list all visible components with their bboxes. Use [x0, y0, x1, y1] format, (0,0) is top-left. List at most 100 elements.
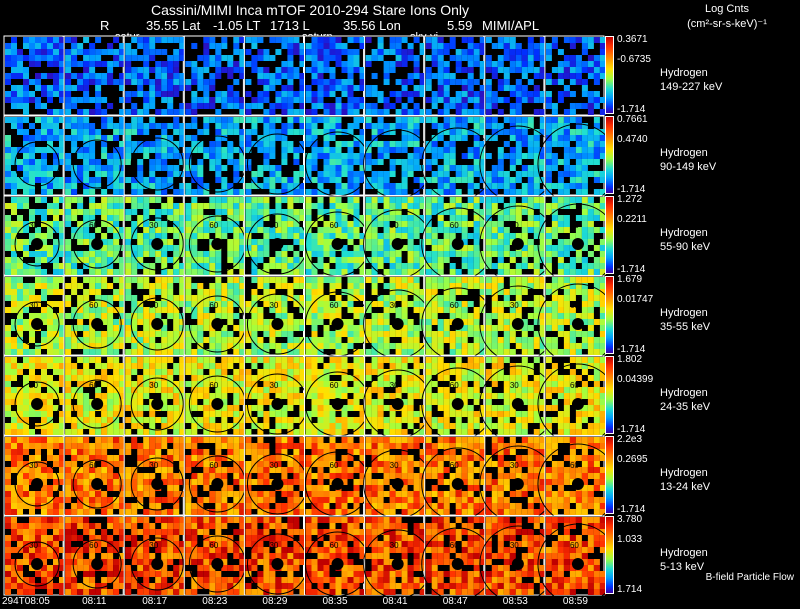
heatmap-cell — [287, 343, 294, 349]
heatmap-cell — [125, 277, 132, 283]
heatmap-cell — [401, 55, 408, 61]
heatmap-cell — [329, 153, 336, 159]
heatmap-cell — [107, 263, 114, 269]
heatmap-cell — [167, 97, 174, 103]
heatmap-cell — [239, 141, 246, 147]
heatmap-cell — [299, 375, 306, 381]
heatmap-cell — [275, 387, 282, 393]
heatmap-cell — [329, 387, 336, 393]
heatmap-cell — [425, 239, 432, 245]
heatmap-cell — [347, 203, 354, 209]
heatmap-cell — [473, 49, 480, 55]
heatmap-cell — [143, 209, 150, 215]
heatmap-cell — [401, 301, 408, 307]
heatmap-cell — [431, 55, 438, 61]
heatmap-cell — [461, 263, 468, 269]
heatmap-cell — [47, 319, 53, 325]
heatmap-cell — [353, 357, 360, 363]
heatmap-cell — [581, 135, 588, 141]
heatmap-cell — [239, 349, 246, 355]
heatmap-cell — [533, 43, 540, 49]
heatmap-cell — [185, 159, 192, 165]
heatmap-cell — [593, 209, 600, 215]
heatmap-cell — [53, 183, 59, 189]
heatmap-cell — [323, 393, 330, 399]
heatmap-cell — [371, 129, 378, 135]
heatmap-cell — [143, 405, 150, 411]
heatmap-cell — [383, 251, 390, 257]
heatmap-cell — [323, 277, 330, 283]
heatmap-cell — [449, 215, 456, 221]
heatmap-cell — [593, 141, 600, 147]
heatmap-cell — [227, 239, 234, 245]
heatmap-cell — [527, 215, 534, 221]
heatmap-cell — [131, 423, 138, 429]
heatmap-cell — [521, 203, 528, 209]
heatmap-cell — [317, 375, 324, 381]
heatmap-cell — [185, 245, 192, 251]
heatmap-cell — [479, 189, 486, 195]
heatmap-cell — [425, 117, 432, 123]
heatmap-cell — [23, 251, 29, 257]
heatmap-cell — [407, 109, 414, 115]
heatmap-cell — [113, 129, 120, 135]
heatmap-cell — [17, 123, 23, 129]
heatmap-cell — [569, 61, 576, 67]
heatmap-cell — [179, 239, 186, 245]
heatmap-cell — [35, 171, 41, 177]
heatmap-cell — [53, 117, 59, 123]
ephemeris-source: MIMI/APL — [482, 18, 540, 33]
heatmap-cell — [293, 381, 300, 387]
heatmap-cell — [305, 277, 312, 283]
heatmap-cell — [101, 343, 108, 349]
heatmap-cell — [179, 289, 186, 295]
heatmap-cell — [335, 357, 342, 363]
heatmap-cell — [515, 147, 522, 153]
heatmap-cell — [161, 301, 168, 307]
heatmap-cell — [239, 277, 246, 283]
heatmap-cell — [29, 429, 35, 435]
heatmap-cell — [311, 387, 318, 393]
heatmap-cell — [371, 337, 378, 343]
heatmap-cell — [29, 165, 35, 171]
heatmap-cell — [575, 227, 582, 233]
heatmap-cell — [131, 387, 138, 393]
heatmap-cell — [587, 97, 594, 103]
heatmap-cell — [101, 215, 108, 221]
heatmap-cell — [581, 239, 588, 245]
heatmap-cell — [161, 369, 168, 375]
heatmap-cell — [323, 251, 330, 257]
heatmap-cell — [335, 37, 342, 43]
heatmap-cell — [197, 129, 204, 135]
heatmap-cell — [539, 153, 546, 159]
heatmap-cell — [233, 67, 240, 73]
heatmap-cell — [41, 171, 47, 177]
heatmap-cell — [347, 171, 354, 177]
heatmap-cell — [119, 183, 126, 189]
heatmap-cell — [227, 331, 234, 337]
heatmap-cell — [329, 393, 336, 399]
units-label: Log Cnts (cm²-sr-s-keV)⁻¹ — [662, 2, 792, 32]
heatmap-cell — [71, 263, 78, 269]
heatmap-cell — [587, 61, 594, 67]
heatmap-cell — [203, 85, 210, 91]
heatmap-cell — [353, 49, 360, 55]
heatmap-cell — [473, 129, 480, 135]
heatmap-cell — [563, 221, 570, 227]
heatmap-cell — [11, 123, 17, 129]
heatmap-cell — [341, 215, 348, 221]
heatmap-cell — [533, 307, 540, 313]
heatmap-cell — [485, 37, 492, 43]
heatmap-cell — [335, 277, 342, 283]
heatmap-cell — [509, 129, 516, 135]
heatmap-cell — [461, 97, 468, 103]
heatmap-cell — [599, 203, 606, 209]
heatmap-cell — [491, 197, 498, 203]
heatmap-cell — [413, 37, 420, 43]
heatmap-cell — [233, 429, 240, 435]
heatmap-cell — [365, 411, 372, 417]
heatmap-cell — [257, 209, 264, 215]
heatmap-cell — [35, 251, 41, 257]
heatmap-cell — [161, 109, 168, 115]
heatmap-cell — [143, 263, 150, 269]
